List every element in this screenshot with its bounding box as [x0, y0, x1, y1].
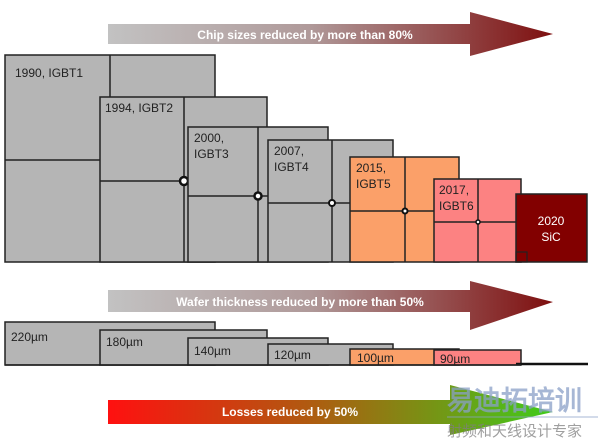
chip-label: SiC — [541, 230, 561, 244]
wafer-label: 100µm — [357, 351, 394, 365]
chip-label: 2015, — [356, 161, 386, 175]
wafer-arrow-label: Wafer thickness reduced by more than 50% — [176, 295, 424, 309]
chip-label: 2000, — [194, 131, 224, 145]
chip-label: IGBT5 — [356, 177, 391, 191]
chip-label: 2007, — [274, 144, 304, 158]
chip-label: IGBT6 — [439, 199, 474, 213]
wafer-label: 90µm — [440, 352, 470, 366]
chip-igbt6: 2017, IGBT6 — [433, 178, 522, 263]
wafer-label: 220µm — [11, 330, 48, 344]
wafer-90: 90µm — [433, 349, 522, 366]
losses-arrow-label: Losses reduced by 50% — [222, 405, 358, 419]
watermark-logo: 易迪拓培训 射频和天线设计专家 — [447, 386, 598, 439]
chip-label: 2020 — [538, 214, 565, 228]
chip-size-arrow: Chip sizes reduced by more than 80% — [108, 12, 553, 56]
chip-label: 1994, IGBT2 — [105, 101, 173, 115]
watermark-subtitle: 射频和天线设计专家 — [447, 423, 582, 439]
wafer-label: 140µm — [194, 344, 231, 358]
chip-label: IGBT4 — [274, 160, 309, 174]
chip-label: 2017, — [439, 183, 469, 197]
wafer-thickness-arrow: Wafer thickness reduced by more than 50% — [108, 281, 553, 330]
chip-label: 1990, IGBT1 — [15, 66, 83, 80]
wafer-label: 180µm — [106, 335, 143, 349]
losses-arrow: Losses reduced by 50% — [108, 385, 553, 435]
chip-sic: 2020 SiC — [515, 193, 588, 263]
chip-label: IGBT3 — [194, 147, 229, 161]
watermark-title: 易迪拓培训 — [447, 386, 582, 416]
chip-size-arrow-label: Chip sizes reduced by more than 80% — [197, 28, 413, 42]
wafer-label: 120µm — [274, 348, 311, 362]
